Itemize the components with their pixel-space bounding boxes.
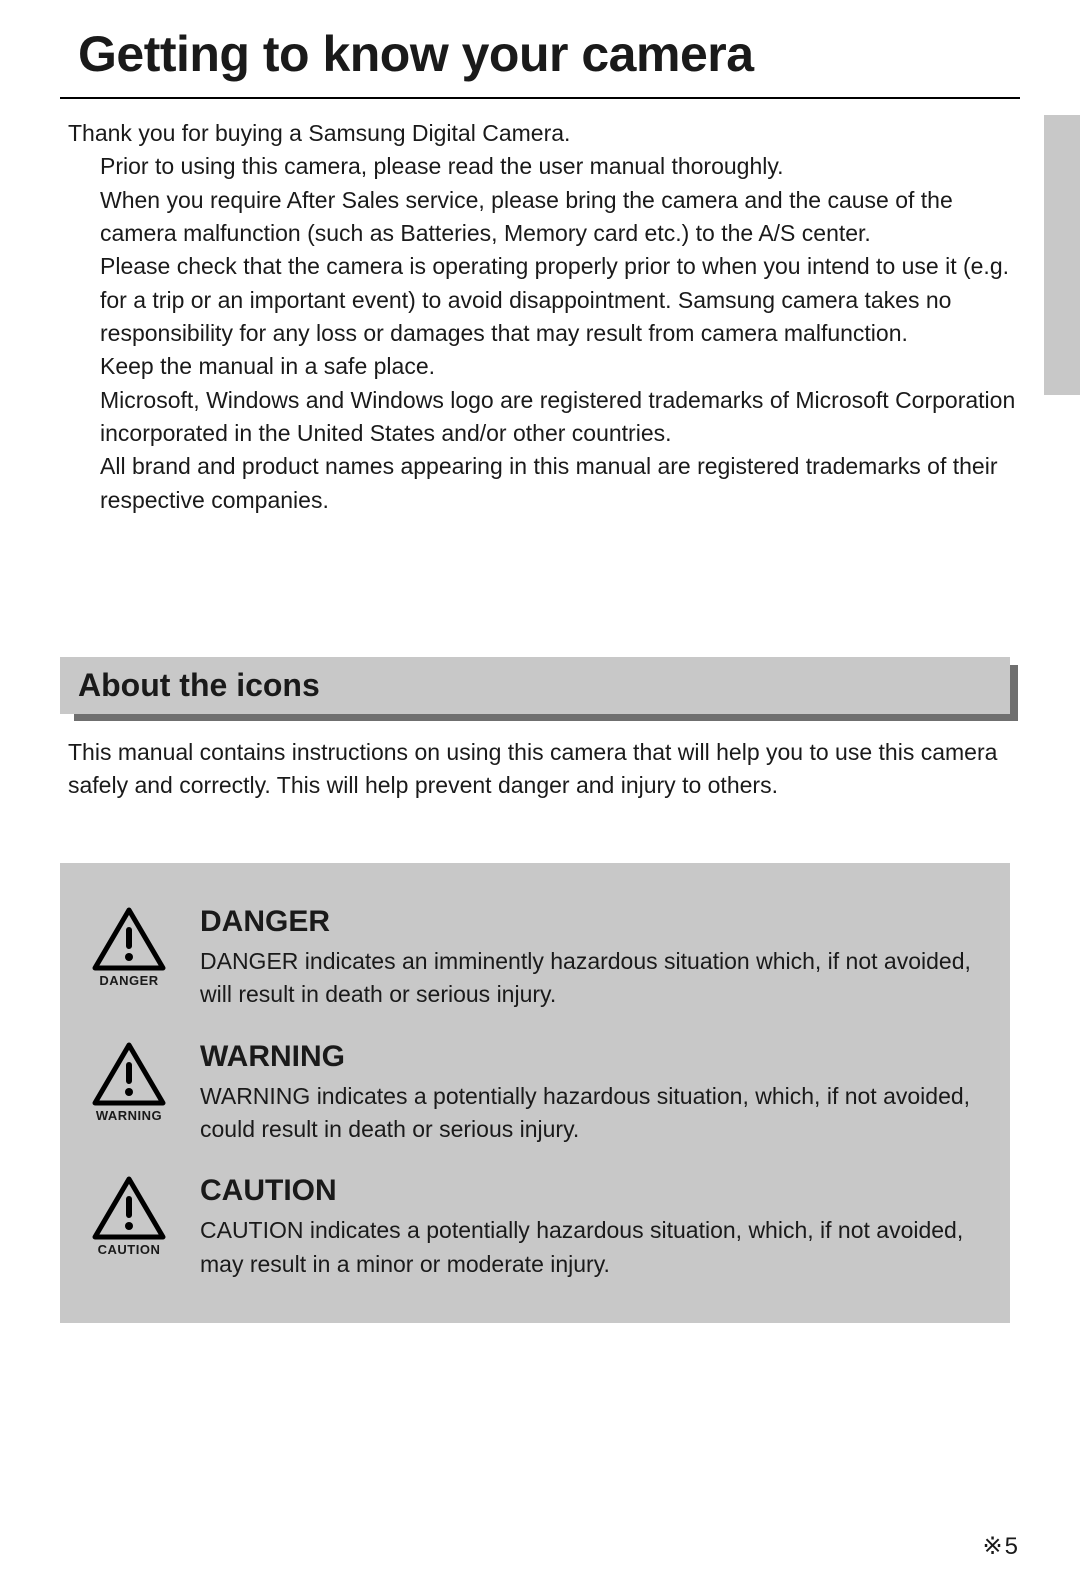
icon-desc: DANGER indicates an imminently hazardous…	[200, 945, 976, 1012]
page-number: ※5	[983, 1532, 1020, 1561]
warning-triangle-icon	[92, 1042, 166, 1106]
icon-caption: DANGER	[86, 973, 172, 988]
icon-title: WARNING	[200, 1040, 976, 1074]
icon-text: CAUTION CAUTION indicates a potentially …	[200, 1174, 976, 1281]
section-intro: This manual contains instructions on usi…	[60, 736, 1020, 803]
intro-para: Keep the manual in a safe place.	[68, 350, 1020, 383]
icon-title: DANGER	[200, 905, 976, 939]
side-tab	[1044, 115, 1080, 395]
icon-title: CAUTION	[200, 1174, 976, 1208]
intro-lead: Thank you for buying a Samsung Digital C…	[68, 117, 1020, 150]
icon-row-danger: DANGER DANGER DANGER indicates an immine…	[86, 905, 976, 1012]
section-heading: About the icons	[60, 657, 1010, 714]
intro-block: Thank you for buying a Samsung Digital C…	[60, 117, 1020, 517]
intro-para: When you require After Sales service, pl…	[68, 184, 1020, 251]
intro-para: Microsoft, Windows and Windows logo are …	[68, 384, 1020, 451]
icon-row-warning: WARNING WARNING WARNING indicates a pote…	[86, 1040, 976, 1147]
icon-row-caution: CAUTION CAUTION CAUTION indicates a pote…	[86, 1174, 976, 1281]
caution-triangle-icon	[92, 1176, 166, 1240]
page-title: Getting to know your camera	[60, 25, 1020, 91]
title-rule	[60, 97, 1020, 99]
icon-text: WARNING WARNING indicates a potentially …	[200, 1040, 976, 1147]
intro-para: Please check that the camera is operatin…	[68, 250, 1020, 350]
danger-triangle-icon	[92, 907, 166, 971]
page-number-value: 5	[1005, 1533, 1020, 1560]
icons-box: DANGER DANGER DANGER indicates an immine…	[60, 863, 1010, 1323]
icon-cell: CAUTION	[86, 1174, 172, 1257]
manual-page: Getting to know your camera Thank you fo…	[0, 0, 1080, 1585]
icon-cell: DANGER	[86, 905, 172, 988]
icon-text: DANGER DANGER indicates an imminently ha…	[200, 905, 976, 1012]
icon-desc: WARNING indicates a potentially hazardou…	[200, 1080, 976, 1147]
intro-para: Prior to using this camera, please read …	[68, 150, 1020, 183]
icon-caption: CAUTION	[86, 1242, 172, 1257]
intro-para: All brand and product names appearing in…	[68, 450, 1020, 517]
icon-cell: WARNING	[86, 1040, 172, 1123]
icon-desc: CAUTION indicates a potentially hazardou…	[200, 1214, 976, 1281]
section-heading-wrap: About the icons	[60, 657, 1020, 714]
icon-caption: WARNING	[86, 1108, 172, 1123]
